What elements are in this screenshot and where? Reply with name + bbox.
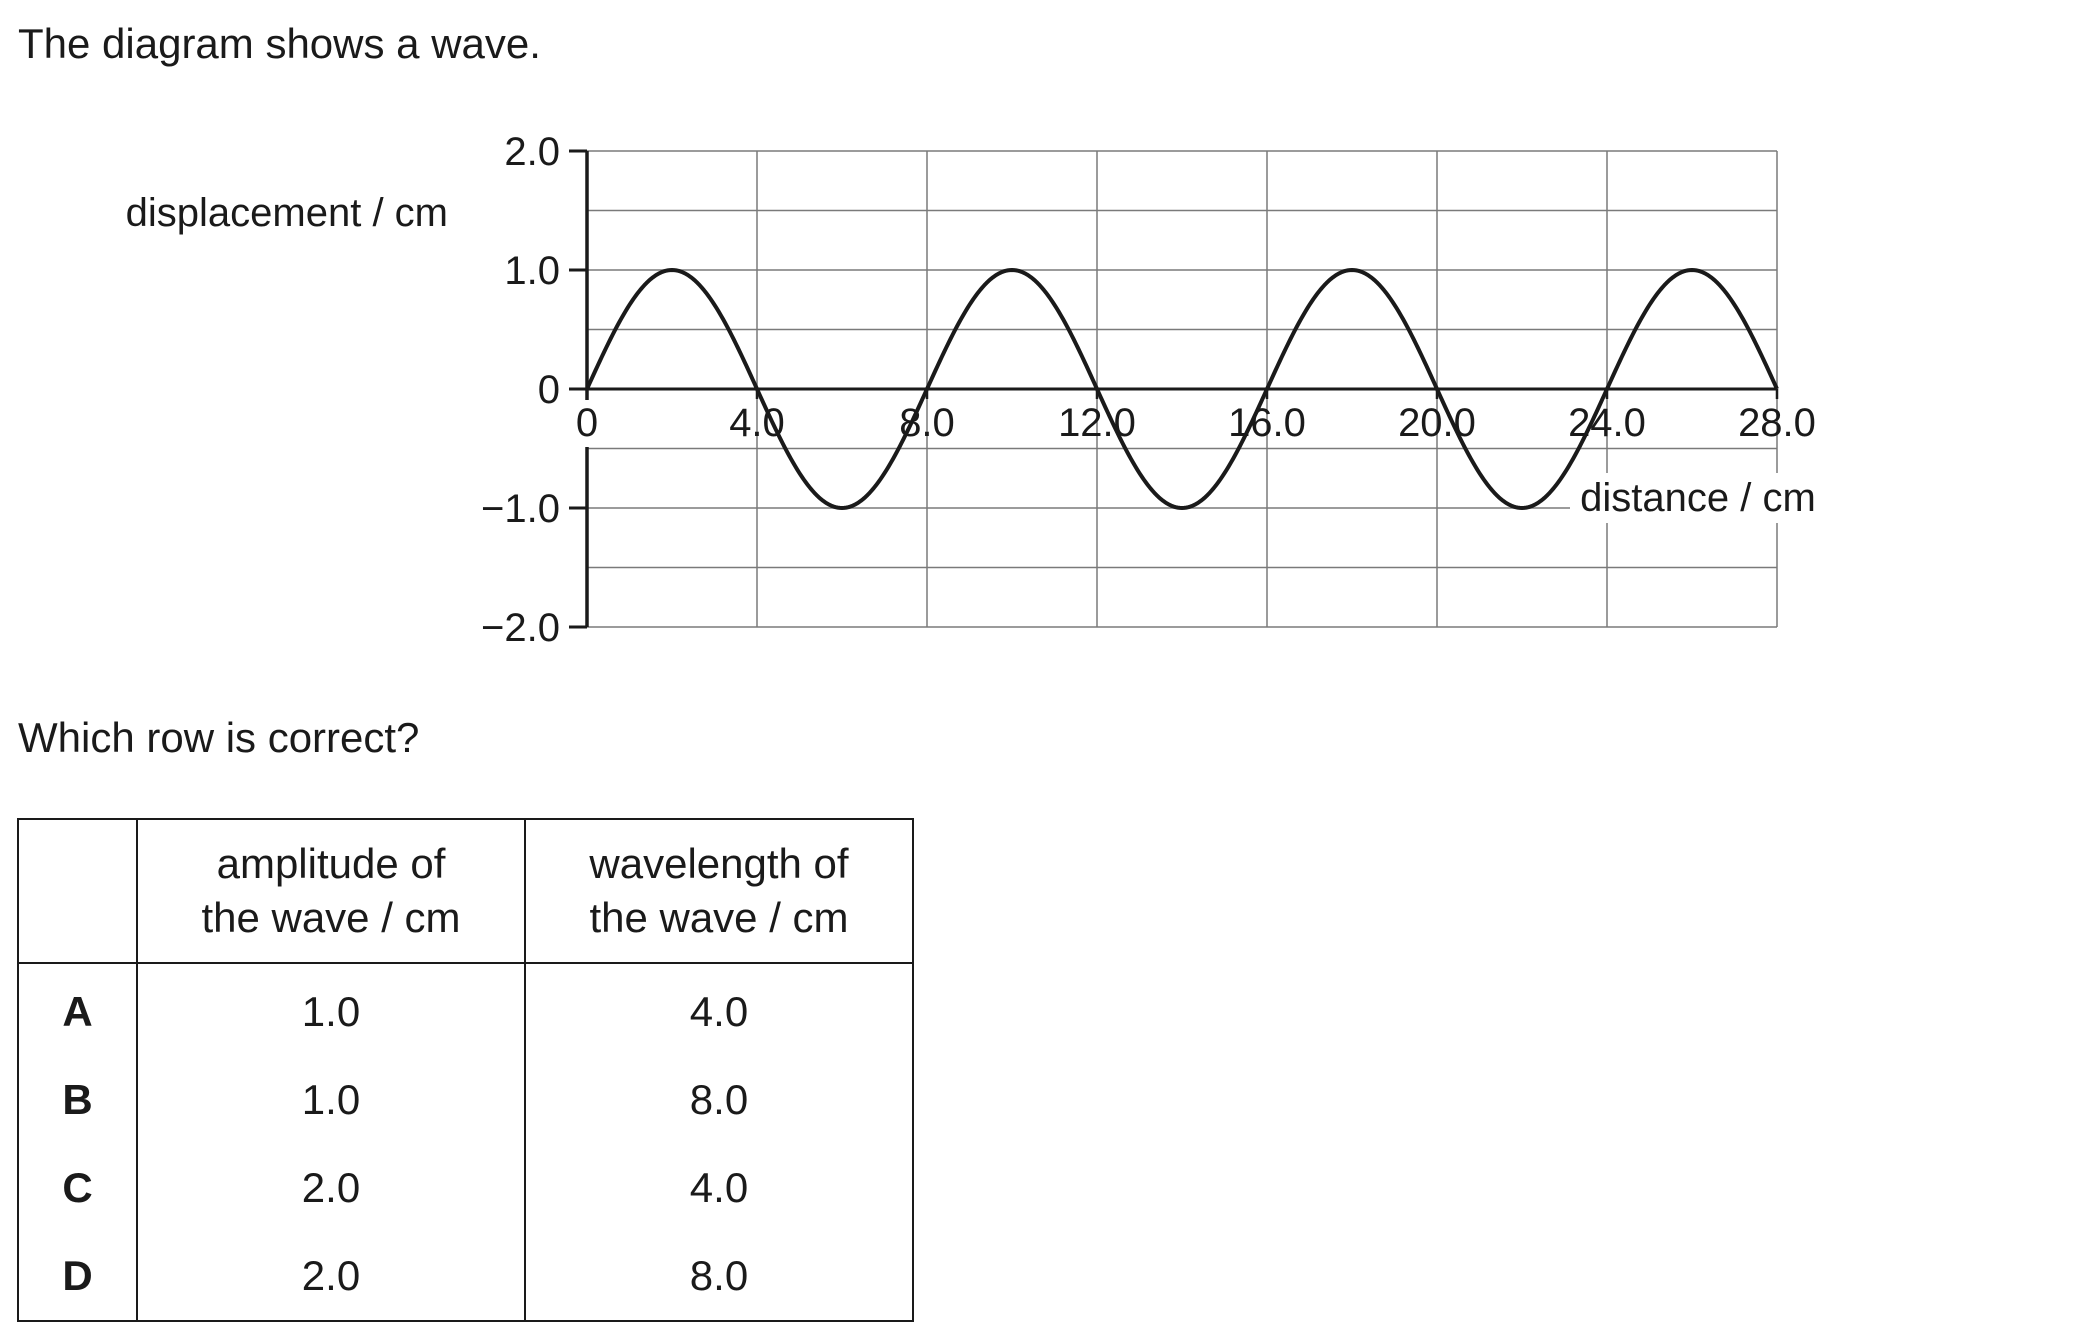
table-row: B 1.0 8.0 bbox=[17, 1056, 914, 1144]
table-row: D 2.0 8.0 bbox=[17, 1232, 914, 1321]
header-amplitude: amplitude of the wave / cm bbox=[136, 819, 526, 964]
row-letter: D bbox=[17, 1232, 138, 1321]
x-tick-label: 4.0 bbox=[729, 401, 785, 445]
header-letter bbox=[17, 819, 138, 964]
y-tick-label: −1.0 bbox=[481, 487, 560, 531]
y-tick-label: 2.0 bbox=[504, 130, 560, 174]
row-wavelength: 8.0 bbox=[524, 1056, 914, 1144]
x-tick-label: 24.0 bbox=[1568, 401, 1646, 445]
row-letter: C bbox=[17, 1144, 138, 1232]
x-axis-label: distance / cm bbox=[1580, 476, 1816, 520]
row-wavelength: 8.0 bbox=[524, 1232, 914, 1321]
wave-line bbox=[585, 268, 1779, 510]
y-tick-label: −2.0 bbox=[481, 606, 560, 650]
wave-chart: 2.0 1.0 0 −1.0 −2.0 0 4.0 8.0 12.0 16.0 20.0 24.0 28… bbox=[125, 130, 1826, 650]
row-amplitude: 2.0 bbox=[136, 1144, 526, 1232]
y-axis-label: displacement / cm bbox=[126, 191, 448, 235]
table-row: A 1.0 4.0 bbox=[17, 963, 914, 1056]
x-tick-label: 20.0 bbox=[1398, 401, 1476, 445]
row-amplitude: 2.0 bbox=[136, 1232, 526, 1321]
row-amplitude: 1.0 bbox=[136, 963, 526, 1056]
table-row: C 2.0 4.0 bbox=[17, 1144, 914, 1232]
row-letter: A bbox=[17, 963, 138, 1056]
y-tick-label: 0 bbox=[538, 368, 560, 412]
answer-table: amplitude of the wave / cm wavelength of t… bbox=[17, 818, 914, 1322]
x-tick-label: 0 bbox=[576, 401, 598, 445]
intro-text: The diagram shows a wave. bbox=[18, 20, 541, 67]
x-axis-label-background bbox=[1570, 473, 1826, 523]
question-text: Which row is correct? bbox=[18, 714, 420, 761]
chart-axes bbox=[569, 149, 1779, 629]
x-tick-label: 16.0 bbox=[1228, 401, 1306, 445]
chart-labels: 2.0 1.0 0 −1.0 −2.0 0 4.0 8.0 12.0 16.0 20.0 24.0 28… bbox=[126, 130, 1826, 650]
row-wavelength: 4.0 bbox=[524, 963, 914, 1056]
x-tick-label: 28.0 bbox=[1738, 401, 1816, 445]
table-header-row: amplitude of the wave / cm wavelength of t… bbox=[17, 819, 914, 964]
row-wavelength: 4.0 bbox=[524, 1144, 914, 1232]
row-letter: B bbox=[17, 1056, 138, 1144]
x-tick-label: 12.0 bbox=[1058, 401, 1136, 445]
x-tick-label: 8.0 bbox=[899, 401, 955, 445]
row-amplitude: 1.0 bbox=[136, 1056, 526, 1144]
y-tick-label: 1.0 bbox=[504, 249, 560, 293]
chart-series bbox=[585, 268, 1779, 510]
header-wavelength: wavelength of the wave / cm bbox=[524, 819, 914, 964]
